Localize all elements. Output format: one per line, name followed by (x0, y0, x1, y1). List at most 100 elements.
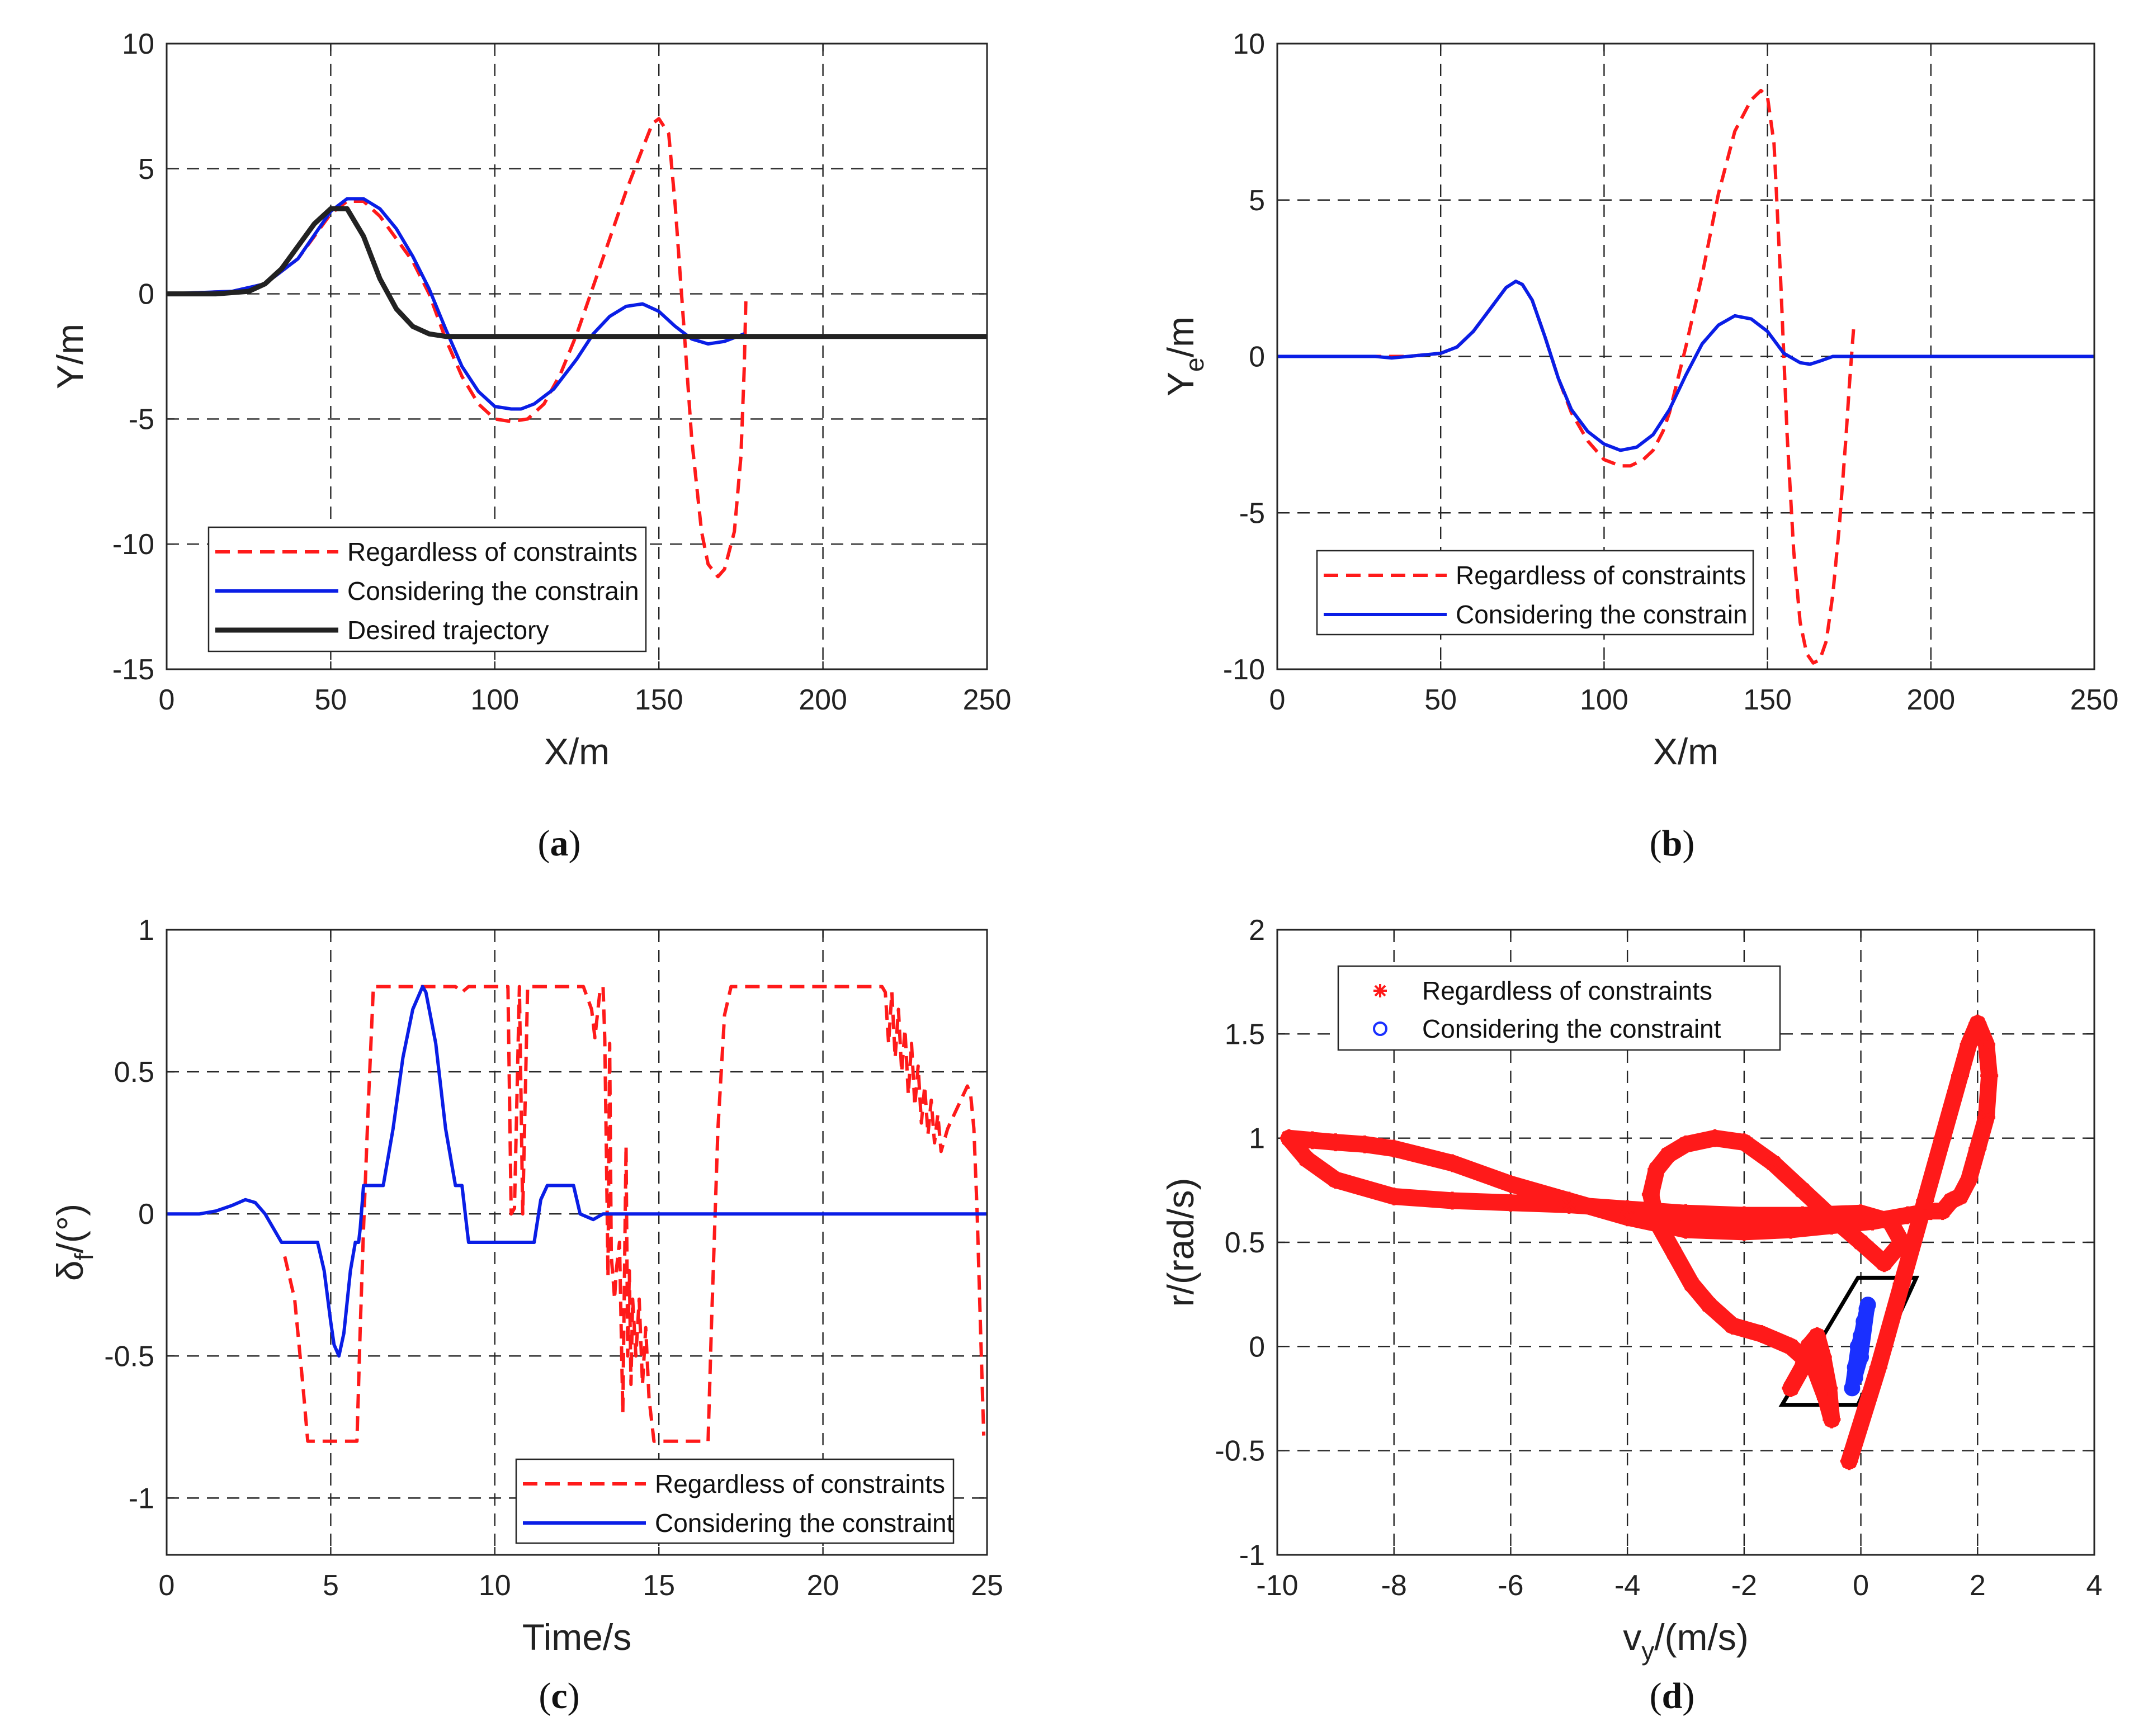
marker-stroke (1894, 1235, 1909, 1250)
x-tick-label: -6 (1498, 1569, 1523, 1602)
scatter-point (1764, 1154, 1783, 1172)
scatter-point (1977, 1035, 1995, 1053)
scatter-point (1820, 1379, 1838, 1397)
series-desired-trajectory (167, 206, 987, 339)
y-axis-label: Y/m (49, 324, 91, 389)
marker-stroke (1661, 1147, 1675, 1162)
x-tick-label: 4 (2086, 1569, 2103, 1602)
legend-marker (1373, 984, 1387, 997)
x-tick-label: 50 (314, 684, 347, 716)
data-layer (1277, 88, 2094, 665)
y-tick-label: 0 (138, 278, 154, 311)
scatter-point (1706, 1129, 1724, 1147)
scatter-point (1793, 1358, 1812, 1376)
y-tick-label: 0 (1249, 341, 1265, 373)
marker-stroke (1357, 1137, 1372, 1152)
scatter-point (1677, 1135, 1695, 1153)
y-axis-label: δf/(°) (49, 1204, 98, 1281)
caption-paren: ) (1682, 823, 1694, 864)
y-tick-label: 5 (1249, 185, 1265, 217)
scatter-point (1659, 1146, 1678, 1164)
marker-stroke (1305, 1133, 1320, 1148)
scatter-point (1385, 1188, 1403, 1206)
x-tick-label: 200 (1906, 684, 1955, 716)
x-tick-label: 0 (159, 1569, 175, 1602)
scatter-point (1849, 1338, 1866, 1355)
chart-b: 0 50 100 150 200 250 -10 -5 0 5 10 X/m Ye/m Regardles… (1160, 28, 2118, 864)
marker-stroke (1935, 1130, 1950, 1146)
legend-label: Considering the constrain (1456, 600, 1748, 629)
legend-label: Regardless of constraints (655, 1469, 945, 1498)
marker-stroke (1503, 1195, 1518, 1210)
x-axis-label-main: v (1623, 1616, 1641, 1658)
y-axis-label: Ye/m (1160, 316, 1209, 396)
data-layer (1280, 1014, 1999, 1470)
x-axis-label: Time/s (522, 1616, 632, 1658)
marker-stroke (1562, 1198, 1576, 1212)
scatter-point (1960, 1171, 1978, 1189)
caption-letter: c (551, 1676, 567, 1716)
x-axis-label-main: X/m (1653, 731, 1718, 772)
x-tick-label: 50 (1424, 684, 1457, 716)
x-tick-label: 200 (799, 684, 847, 716)
x-axis-label: X/m (1653, 731, 1718, 772)
y-tick-label: 1.5 (1225, 1018, 1265, 1051)
x-tick-label: 250 (963, 684, 1012, 716)
y-axis-label-suffix: /m (1160, 316, 1201, 357)
scatter-point (1560, 1195, 1578, 1214)
data-layer (167, 117, 987, 579)
scatter-point (1502, 1175, 1520, 1193)
chart-d: -10 -8 -6 -4 -2 0 2 4 -1 -0.5 0 0.5 1 1.5 2 vy/(m/s) r/(… (1160, 914, 2102, 1716)
scatter-point (1980, 1066, 1999, 1085)
marker-stroke (1783, 1339, 1798, 1354)
scatter-point (1951, 1066, 1969, 1085)
scatter-point (1921, 1202, 1940, 1221)
marker-stroke (1961, 1037, 1976, 1052)
x-tick-label: 20 (807, 1569, 839, 1602)
marker-stroke (1644, 1187, 1658, 1202)
marker-stroke (1737, 1208, 1751, 1223)
marker-stroke (1649, 1214, 1664, 1229)
scatter-point (1618, 1200, 1637, 1218)
marker-stroke (1299, 1152, 1314, 1166)
scatter-point (1977, 1108, 1995, 1127)
scatter-point (1793, 1206, 1812, 1224)
caption-paren: ) (569, 823, 581, 864)
caption-paren: ( (1650, 1676, 1662, 1716)
scatter-point (1823, 1208, 1841, 1227)
y-axis-label-suffix: /(°) (49, 1204, 91, 1253)
scatter-point (1808, 1327, 1826, 1345)
x-tick-label: -10 (1256, 1569, 1298, 1602)
caption-paren: ( (538, 823, 550, 864)
scatter-point (1356, 1135, 1374, 1153)
scatter-point (1753, 1325, 1771, 1343)
scatter-point (1641, 1185, 1660, 1204)
marker-stroke (1328, 1172, 1343, 1187)
marker-stroke (1924, 1204, 1938, 1218)
caption-paren: ( (1650, 823, 1662, 864)
scatter-point (1863, 1212, 1882, 1231)
scatter-point (1840, 1452, 1858, 1470)
marker-stroke (1882, 1214, 1897, 1229)
legend-box (1316, 550, 1754, 636)
x-tick-label: 0 (1853, 1569, 1869, 1602)
x-tick-label: 100 (1580, 684, 1628, 716)
panel-caption: (a) (538, 823, 581, 864)
marker-stroke (1445, 1193, 1460, 1208)
scatter-point (1933, 1129, 1952, 1147)
marker-stroke (1649, 1162, 1664, 1177)
marker-stroke (1894, 1276, 1909, 1292)
scatter-point (1793, 1181, 1812, 1199)
marker-stroke (1900, 1208, 1915, 1223)
series-regardless-of-constraints (283, 985, 986, 1443)
y-tick-label: -0.5 (1215, 1435, 1265, 1468)
scatter-point (1326, 1133, 1345, 1152)
grid (1277, 44, 2094, 669)
y-tick-label: 10 (122, 28, 154, 60)
legend-label: Considering the constrain (347, 576, 639, 606)
legend-label: Desired trajectory (347, 616, 549, 645)
marker-stroke (1328, 1135, 1343, 1150)
marker-stroke (1970, 1141, 1985, 1156)
chart-a: 0 50 100 150 200 250 -15 -10 -5 0 5 10 X/m Y/m Regardl… (49, 28, 1011, 864)
x-tick-label: 25 (971, 1569, 1003, 1602)
